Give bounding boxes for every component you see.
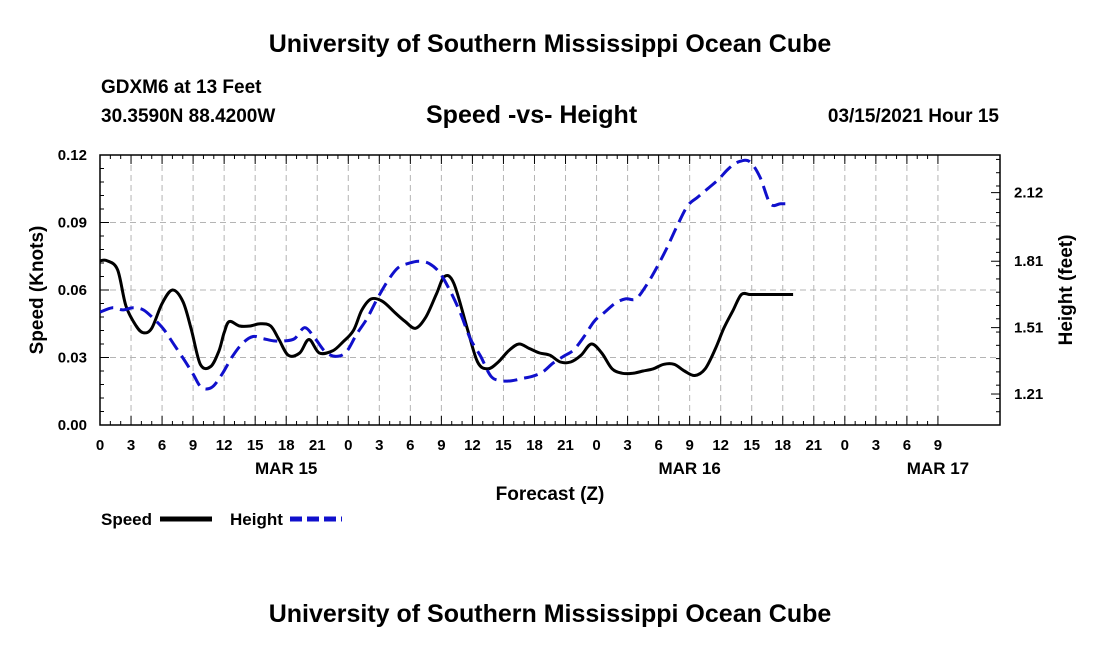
y-left-axis-title: Speed (Knots) <box>27 226 48 355</box>
y-right-axis-ticks <box>991 158 1000 426</box>
chart-subtitle: Speed -vs- Height <box>426 101 638 129</box>
legend-label-height: Height <box>230 510 283 529</box>
x-tick-label: 3 <box>872 437 880 454</box>
x-tick-label: 0 <box>344 437 352 454</box>
grid <box>100 155 1000 425</box>
y-right-axis-title: Height (feet) <box>1056 235 1077 346</box>
x-tick-label: 6 <box>158 437 166 454</box>
y-left-tick-label: 0.03 <box>58 350 87 367</box>
x-tick-label: 6 <box>654 437 662 454</box>
y-left-axis-ticks <box>100 154 109 426</box>
x-tick-label: 6 <box>903 437 911 454</box>
x-tick-label: 21 <box>805 437 822 454</box>
x-tick-label: 21 <box>557 437 574 454</box>
x-tick-label: 21 <box>309 437 326 454</box>
x-tick-label: 3 <box>127 437 135 454</box>
x-axis-title: Forecast (Z) <box>496 484 605 505</box>
x-tick-label: 9 <box>189 437 197 454</box>
height-series-line <box>100 158 791 391</box>
x-tick-label: 3 <box>375 437 383 454</box>
chart-title: University of Southern Mississippi Ocean… <box>268 30 832 58</box>
y-right-tick-label: 2.12 <box>1014 185 1043 202</box>
x-tick-label: 9 <box>437 437 445 454</box>
x-tick-label: 9 <box>934 437 942 454</box>
datetime-label: 03/15/2021 Hour 15 <box>827 106 999 127</box>
x-tick-label: 9 <box>685 437 693 454</box>
y-right-tick-label: 1.81 <box>1014 253 1043 270</box>
y-left-tick-label: 0.12 <box>58 147 87 164</box>
x-tick-label: 12 <box>216 437 233 454</box>
x-tick-label: 15 <box>495 437 512 454</box>
x-tick-label: 15 <box>247 437 264 454</box>
x-tick-label: 0 <box>96 437 104 454</box>
date-label: MAR 16 <box>658 459 720 478</box>
y-right-tick-label: 1.51 <box>1014 320 1043 337</box>
y-left-tick-label: 0.06 <box>58 282 87 299</box>
date-label: MAR 15 <box>255 459 317 478</box>
y-right-tick-label: 1.21 <box>1014 386 1043 403</box>
x-tick-label: 0 <box>592 437 600 454</box>
date-label: MAR 17 <box>907 459 969 478</box>
x-tick-label: 3 <box>623 437 631 454</box>
footer-title: University of Southern Mississippi Ocean… <box>268 600 832 628</box>
x-axis-ticks <box>99 155 939 425</box>
x-tick-label: 0 <box>841 437 849 454</box>
x-tick-label: 6 <box>406 437 414 454</box>
x-tick-label: 12 <box>712 437 729 454</box>
x-tick-label: 18 <box>278 437 295 454</box>
coordinates-label: 30.3590N 88.4200W <box>101 106 276 127</box>
legend-label-speed: Speed <box>101 510 152 529</box>
x-tick-label: 12 <box>464 437 481 454</box>
x-tick-label: 15 <box>743 437 760 454</box>
y-left-tick-label: 0.09 <box>58 215 87 232</box>
station-label: GDXM6 at 13 Feet <box>101 77 262 98</box>
y-left-tick-label: 0.00 <box>58 417 87 434</box>
x-tick-label: 18 <box>774 437 791 454</box>
x-tick-label: 18 <box>526 437 543 454</box>
speed-series-line <box>100 258 794 378</box>
